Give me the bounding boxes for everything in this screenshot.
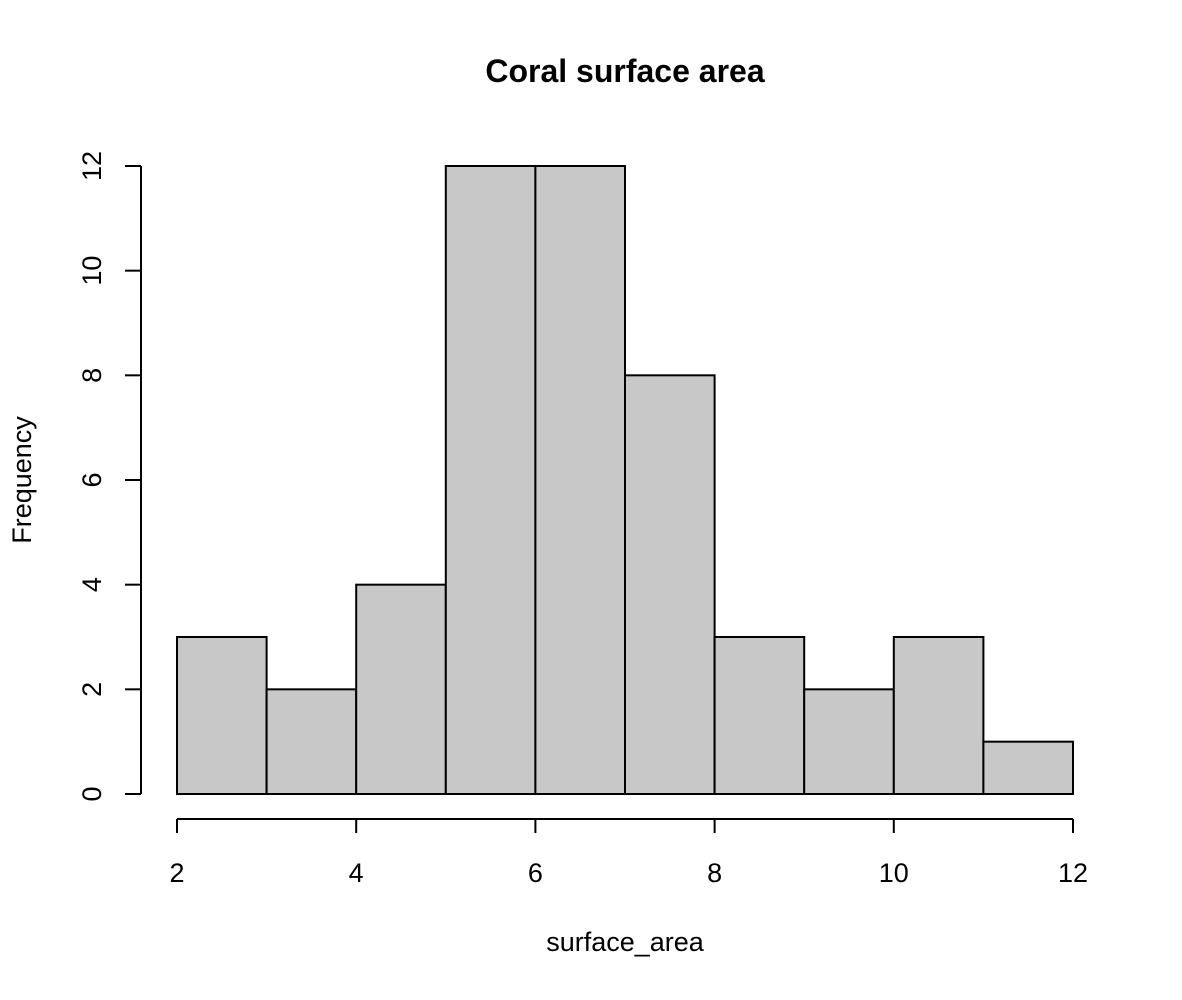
x-tick-label: 12	[1058, 858, 1088, 888]
x-tick-label: 2	[169, 858, 184, 888]
y-axis: 0 2 4 6 8 10 12	[77, 151, 142, 802]
histogram-bar-9	[982, 740, 1075, 796]
x-tick-label: 8	[707, 858, 722, 888]
y-tick-label: 4	[77, 577, 107, 592]
histogram-bar-2	[355, 583, 447, 796]
x-tick-label: 4	[349, 858, 364, 888]
histogram-bar-7	[803, 688, 895, 795]
histogram-bar-6	[713, 636, 806, 795]
x-tick-label: 10	[879, 858, 909, 888]
histogram-bar-4	[534, 165, 627, 795]
y-axis-label: Frequency	[7, 416, 37, 544]
histogram-bar-8	[892, 636, 985, 795]
histogram-bar-3	[444, 165, 537, 795]
bars-group	[176, 165, 1075, 796]
chart-title: Coral surface area	[485, 53, 764, 89]
histogram-bar-1	[265, 688, 358, 795]
y-tick-label: 10	[77, 256, 107, 286]
y-tick-label: 8	[77, 368, 107, 383]
y-tick-label: 6	[77, 472, 107, 487]
x-axis-label: surface_area	[546, 927, 705, 957]
histogram-bar-0	[176, 636, 268, 795]
y-tick-label: 0	[77, 786, 107, 801]
x-axis: 2 4 6 8 10 12	[169, 818, 1088, 888]
histogram-bar-5	[624, 374, 716, 795]
x-tick-label: 6	[528, 858, 543, 888]
y-tick-label: 12	[77, 151, 107, 181]
y-tick-label: 2	[77, 682, 107, 697]
